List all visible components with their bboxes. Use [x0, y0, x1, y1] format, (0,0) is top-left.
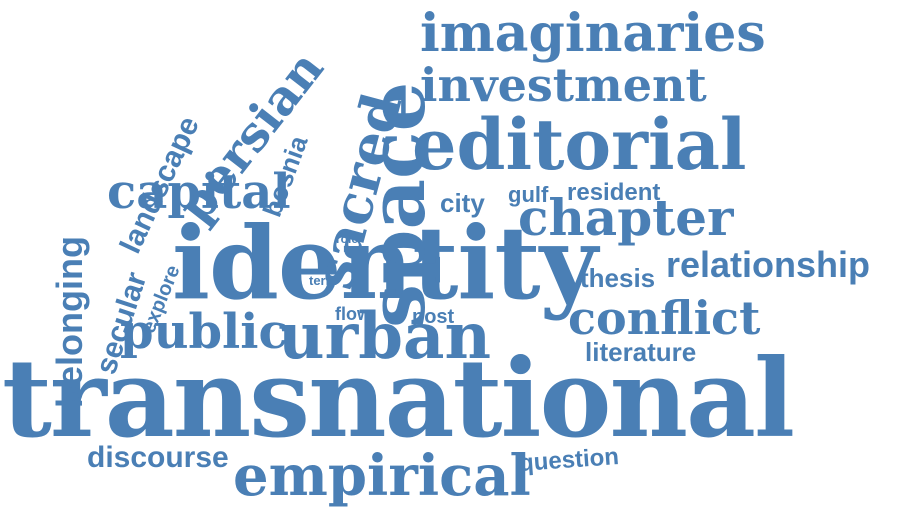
word-resident: resident — [567, 179, 661, 206]
word-conflict: conflict — [568, 291, 761, 345]
word-literature: literature — [585, 337, 697, 367]
word-discourse: discourse — [87, 441, 229, 474]
word-capital: capital — [107, 164, 291, 220]
word-gulf: gulf — [508, 182, 549, 207]
word-imaginaries: imaginaries — [420, 3, 766, 64]
word-city: city — [440, 188, 485, 218]
word-question: question — [518, 443, 620, 477]
word-post: post — [412, 306, 455, 328]
word-editorial: editorial — [412, 103, 747, 186]
word-chapter: chapter — [518, 188, 734, 247]
word-urban: urban — [278, 299, 491, 374]
word-public: public — [120, 304, 288, 360]
word-transnational: transnational — [2, 336, 795, 462]
word-relationship: relationship — [666, 244, 871, 285]
word-investment: investment — [420, 58, 707, 112]
word-flow: flow — [335, 304, 371, 324]
word-term: term — [309, 273, 338, 288]
word-belonging: belonging — [49, 236, 90, 408]
word-empirical: empirical — [233, 443, 531, 509]
word-role: role — [336, 232, 359, 246]
word-thesis: thesis — [580, 263, 656, 293]
word-identity: identity — [172, 204, 598, 322]
